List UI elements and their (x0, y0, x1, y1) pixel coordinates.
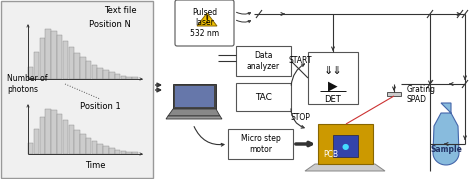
Bar (98, 144, 103, 154)
Text: ⇓⇓: ⇓⇓ (324, 66, 342, 76)
Polygon shape (197, 13, 217, 26)
Text: Data
analyzer: Data analyzer (247, 51, 280, 71)
Text: Position 1: Position 1 (80, 101, 120, 110)
Bar (228, 129, 293, 159)
Text: !: ! (205, 15, 209, 25)
Bar (127, 76, 132, 79)
FancyArrowPatch shape (194, 127, 224, 146)
Bar (80, 134, 86, 154)
Bar (103, 70, 109, 79)
Polygon shape (305, 164, 385, 171)
Text: Sample: Sample (430, 144, 462, 154)
Bar (63, 120, 68, 154)
Polygon shape (175, 86, 214, 107)
Bar (103, 146, 109, 154)
Bar (51, 30, 57, 79)
Bar (91, 141, 97, 154)
Polygon shape (173, 84, 216, 109)
Text: SPAD: SPAD (407, 95, 427, 103)
Text: DET: DET (325, 95, 341, 103)
Bar (57, 35, 63, 79)
Bar (57, 114, 63, 154)
Bar (46, 109, 51, 154)
Bar (74, 130, 80, 154)
Bar (115, 74, 120, 79)
Bar (236, 83, 291, 111)
Bar (120, 76, 126, 79)
Bar (115, 149, 120, 154)
Polygon shape (166, 116, 222, 119)
Bar (34, 129, 39, 154)
Bar (86, 61, 91, 79)
Bar (74, 52, 80, 79)
Bar (109, 148, 115, 154)
Polygon shape (168, 109, 220, 116)
Bar (318, 124, 373, 164)
Text: Pulsed
laser
532 nm: Pulsed laser 532 nm (190, 8, 219, 38)
Bar (51, 110, 57, 154)
Text: Text file: Text file (104, 6, 137, 15)
Bar (34, 52, 39, 79)
Text: ●: ● (342, 142, 349, 151)
Text: PCB: PCB (323, 150, 338, 159)
Bar (98, 67, 103, 79)
FancyBboxPatch shape (175, 0, 234, 46)
Bar (132, 77, 138, 79)
Bar (387, 92, 401, 96)
Text: Grating: Grating (407, 84, 436, 93)
Bar (86, 138, 91, 154)
Bar (1, 1, 153, 178)
Text: Time: Time (85, 161, 105, 171)
Bar (132, 152, 138, 154)
Bar (69, 47, 74, 79)
Bar (39, 38, 45, 79)
Text: START: START (288, 55, 312, 64)
Bar (28, 143, 34, 154)
FancyArrowPatch shape (291, 109, 304, 128)
Text: ▶: ▶ (328, 79, 338, 93)
Bar (308, 52, 358, 104)
Polygon shape (433, 103, 459, 165)
Bar (80, 57, 86, 79)
Bar (120, 151, 126, 154)
Bar (63, 41, 68, 79)
Text: STOP: STOP (290, 112, 310, 122)
Bar (333, 135, 358, 157)
Bar (46, 29, 51, 79)
Bar (109, 72, 115, 79)
Bar (69, 125, 74, 154)
Bar (28, 67, 34, 79)
Text: Number of
photons: Number of photons (7, 74, 47, 94)
Bar (127, 152, 132, 154)
Bar (91, 64, 97, 79)
Text: Position N: Position N (89, 20, 131, 28)
FancyArrowPatch shape (291, 64, 304, 85)
Text: TAC: TAC (255, 93, 272, 101)
Bar (39, 117, 45, 154)
Bar (236, 46, 291, 76)
Text: Micro step
motor: Micro step motor (241, 134, 281, 154)
